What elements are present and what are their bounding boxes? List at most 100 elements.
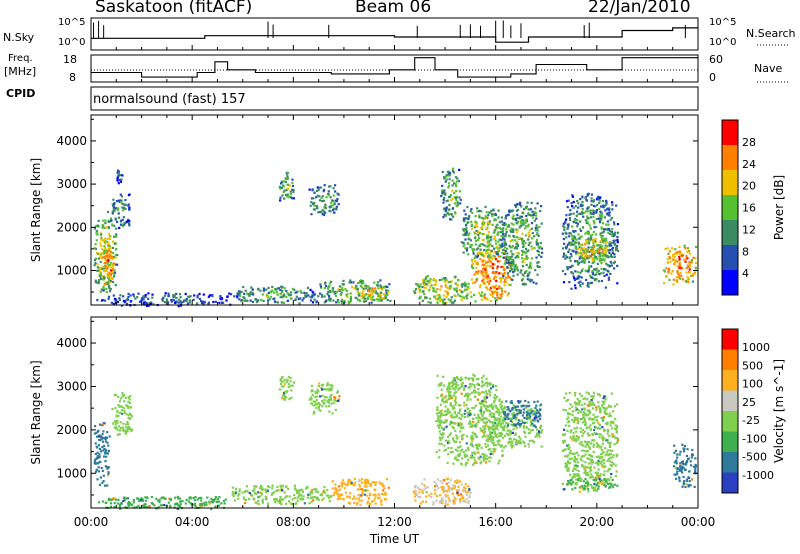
- velocity-blob: [98, 495, 227, 511]
- power-blob: [116, 169, 124, 185]
- beam-title: Beam 06: [355, 0, 432, 17]
- freq-tick-high: 18: [63, 53, 77, 66]
- velocity-blob: [561, 391, 620, 493]
- power-blob: [460, 205, 508, 259]
- power-colorbar-tick-label: 4: [742, 267, 749, 280]
- velocity-colorbar-label: Velocity [m s^-1]: [772, 359, 786, 463]
- velocity-colorbar-tick-label: 100: [742, 378, 763, 391]
- power-colorbar-swatch: [722, 120, 738, 145]
- velocity-colorbar-tick-label: 1000: [742, 341, 770, 354]
- power-colorbar-swatch: [722, 170, 738, 195]
- noise-line: [91, 27, 698, 43]
- velocity-ylabel: Slant Range [km]: [29, 360, 43, 464]
- xtick-label: 00:00: [681, 515, 716, 529]
- xtick-label: 12:00: [377, 515, 412, 529]
- velocity-blob: [308, 382, 341, 415]
- nave-tick-high: 60: [709, 53, 723, 66]
- velocity-colorbar-swatch: [722, 411, 738, 432]
- station-title: Saskatoon (fitACF): [95, 0, 253, 17]
- power-ytick-label: 4000: [56, 134, 87, 148]
- velocity-blob: [412, 477, 472, 506]
- cpid-value: normalsound (fast) 157: [93, 92, 246, 107]
- velocity-colorbar-tick-label: -500: [742, 451, 767, 464]
- freq-unit-label: [MHz]: [4, 65, 37, 78]
- freq-label: Freq.: [8, 53, 33, 64]
- power-colorbar-swatch: [722, 270, 738, 295]
- velocity-colorbar-tick-label: 500: [742, 359, 763, 372]
- power-colorbar-tick-label: 12: [742, 223, 756, 236]
- velocity-blob: [93, 422, 111, 487]
- velocity-colorbar-swatch: [722, 452, 738, 473]
- velocity-colorbar-frame: [721, 328, 739, 494]
- velocity-colorbar-tick-label: -100: [742, 432, 767, 445]
- noise-sky-label: N.Sky: [3, 31, 35, 44]
- noise-tick-right-high: 10^5: [709, 17, 737, 28]
- power-blob: [233, 285, 320, 305]
- frequency-line: [91, 57, 698, 78]
- velocity-colorbar-swatch: [722, 329, 738, 350]
- power-ytick-label: 2000: [56, 220, 87, 234]
- power-blob: [662, 244, 698, 286]
- velocity-colorbar-tick-label: 25: [742, 396, 756, 409]
- xtick-label: 08:00: [276, 515, 311, 529]
- power-blob: [440, 167, 462, 221]
- power-blob: [501, 201, 544, 286]
- velocity-colorbar-swatch: [722, 472, 738, 493]
- noise-tick-high: 10^5: [58, 17, 86, 28]
- power-blob: [278, 171, 295, 202]
- noise-tick-low: 10^0: [58, 37, 86, 48]
- power-colorbar-swatch: [722, 145, 738, 170]
- velocity-blob: [503, 399, 543, 427]
- xtick-label: 20:00: [580, 515, 615, 529]
- velocity-colorbar-swatch: [722, 390, 738, 411]
- noise-search-label: N.Search: [746, 27, 796, 40]
- power-blob: [111, 193, 131, 229]
- power-colorbar-swatch: [722, 195, 738, 220]
- power-blob: [561, 192, 620, 290]
- power-colorbar-tick-label: 8: [742, 245, 749, 258]
- nave-label: Nave: [754, 62, 783, 75]
- velocity-blob: [562, 477, 619, 491]
- xtick-label: 00:00: [74, 515, 109, 529]
- velocity-colorbar-swatch: [722, 370, 738, 391]
- power-colorbar-tick-label: 28: [742, 136, 756, 149]
- velocity-colorbar-tick-label: -1000: [742, 469, 774, 482]
- power-blob: [308, 184, 340, 217]
- velocity-colorbar-swatch: [722, 431, 738, 452]
- power-blob: [413, 275, 473, 305]
- power-ytick-label: 3000: [56, 177, 87, 191]
- power-ylabel: Slant Range [km]: [29, 158, 43, 262]
- velocity-ytick-label: 4000: [56, 336, 87, 350]
- velocity-ytick-label: 2000: [56, 423, 87, 437]
- power-colorbar-tick-label: 20: [742, 180, 756, 193]
- velocity-blob: [483, 404, 543, 449]
- xtick-label: 16:00: [478, 515, 513, 529]
- power-blob: [356, 284, 390, 303]
- freq-tick-low: 8: [69, 71, 76, 84]
- cpid-label: CPID: [6, 87, 36, 100]
- velocity-blob: [672, 443, 698, 489]
- x-axis-label: Time UT: [369, 532, 420, 546]
- velocity-blob: [331, 477, 390, 506]
- velocity-ytick-label: 1000: [56, 466, 87, 480]
- power-colorbar-swatch: [722, 245, 738, 270]
- power-blob: [576, 237, 609, 264]
- noise-tick-right-low: 10^0: [709, 37, 737, 48]
- xtick-label: 04:00: [175, 515, 210, 529]
- power-colorbar-tick-label: 24: [742, 158, 756, 171]
- power-blob: [98, 246, 116, 286]
- power-colorbar-frame: [721, 119, 739, 296]
- date-title: 22/Jan/2010: [588, 0, 691, 17]
- power-colorbar-label: Power [dB]: [772, 175, 786, 240]
- power-colorbar-tick-label: 16: [742, 202, 756, 215]
- power-ytick-label: 1000: [56, 263, 87, 277]
- velocity-blob: [231, 484, 333, 506]
- velocity-blob: [278, 375, 296, 401]
- velocity-ytick-label: 3000: [56, 379, 87, 393]
- velocity-colorbar-swatch: [722, 349, 738, 370]
- nave-tick-low: 0: [709, 71, 716, 84]
- velocity-colorbar-tick-label: -25: [742, 414, 760, 427]
- cpid-panel-frame: [90, 86, 699, 111]
- velocity-blob: [435, 373, 506, 467]
